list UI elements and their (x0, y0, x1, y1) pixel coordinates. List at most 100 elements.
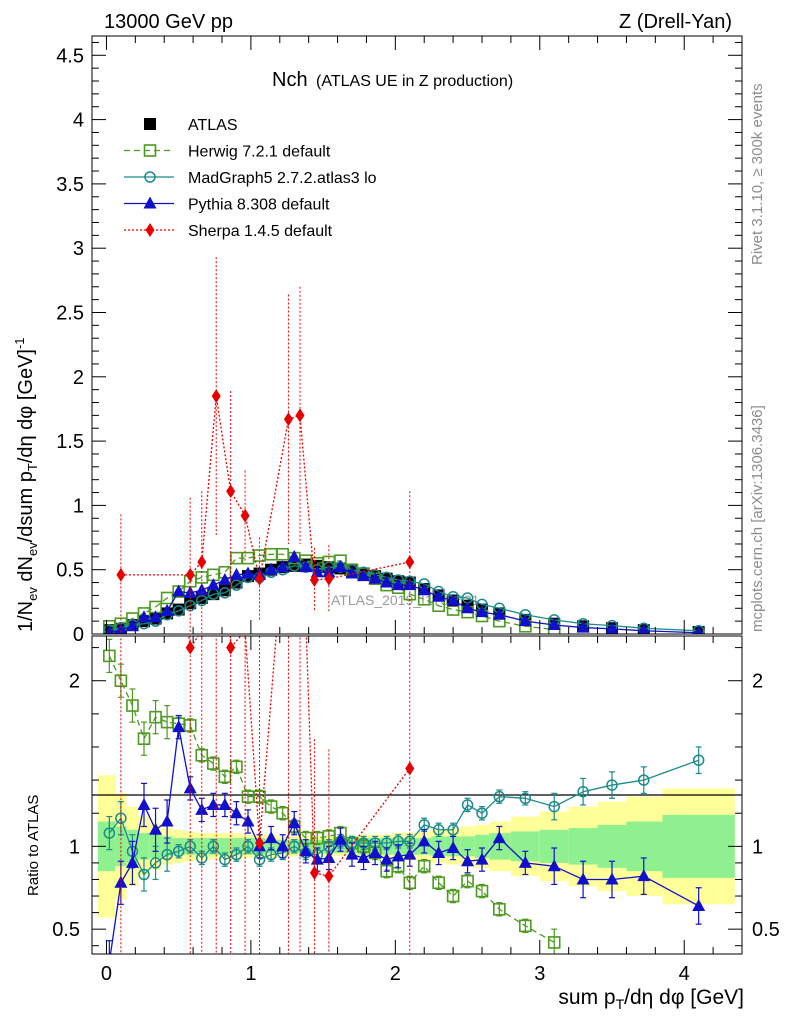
pythia-ratio-point (241, 814, 255, 827)
pythia-main-point (518, 614, 532, 627)
pythia-main-point (241, 566, 255, 579)
herwig-ratio-point (126, 699, 139, 712)
sherpa-legend-marker (145, 223, 155, 237)
pythia-main-point (206, 578, 220, 591)
main-frame (91, 35, 743, 635)
pythia-ratio-point (446, 841, 460, 853)
sherpa-ratio-point (255, 836, 265, 851)
x-tick-label: 3 (534, 963, 545, 985)
sherpa-ratio-point (200, 636, 204, 639)
madgraph-ratio-point (103, 827, 116, 839)
herwig-main-point (160, 591, 174, 605)
atlas-legend-marker (144, 118, 156, 130)
pythia-ratio-point (637, 869, 651, 882)
pythia-main-point (492, 607, 506, 620)
pythia-ratio-point (357, 850, 371, 863)
pythia-ratio-point (264, 831, 278, 844)
band-inner-bin (626, 821, 663, 872)
sherpa-main-point (405, 554, 415, 569)
pythia-ratio-point (218, 797, 232, 810)
herwig-ratio-point (493, 902, 506, 916)
band-inner-bin (311, 839, 324, 853)
ratio-band-layer (97, 775, 735, 918)
pythia-main-point (694, 625, 704, 634)
pythia-main-point (417, 583, 431, 596)
madgraph-ratio-point (577, 785, 589, 798)
y-tick-label: 4 (73, 110, 84, 132)
pythia-main-point (160, 603, 174, 616)
y-tick-label: 1 (73, 495, 84, 517)
pythia-main-point (547, 617, 561, 630)
herwig-ratio-point (264, 800, 278, 813)
pythia-main-point (322, 565, 336, 578)
pythia-main-point (299, 560, 313, 573)
pythia-ratio-point (345, 847, 359, 860)
ratio-y-tick-label: 2 (69, 671, 80, 693)
pythia-main-point (183, 585, 197, 598)
pythia-ratio-point (276, 839, 290, 852)
ratio-y-tick-label: 1 (69, 836, 80, 858)
pythia-main-point (475, 605, 489, 618)
madgraph-main-point (172, 605, 185, 617)
sherpa-main-point (116, 567, 126, 582)
atlas-legend-label: ATLAS (188, 117, 238, 134)
herwig-legend-label: Herwig 7.2.1 default (188, 144, 331, 161)
pythia-main-point (576, 620, 590, 633)
sherpa-main-point (197, 554, 207, 569)
madgraph-ratio-point (493, 790, 506, 803)
y-tick-label: 4.5 (56, 45, 84, 67)
band-inner-bin (474, 834, 490, 858)
pythia-main-point (149, 610, 163, 623)
pythia-ratio-point (137, 797, 151, 810)
y-tick-label: 3.5 (56, 174, 84, 196)
ratio-y-tick-label-right: 1 (752, 836, 763, 858)
pythia-main-point (461, 601, 475, 614)
ratio-axis-title: Ratio to ATLAS (25, 795, 42, 896)
pythia-main-point (638, 623, 650, 634)
y-tick-label: 2.5 (56, 302, 84, 324)
herwig-ratio-line (108, 655, 555, 943)
y-tick-label: 0 (73, 624, 84, 646)
madgraph-ratio-point (161, 848, 173, 861)
y-tick-label: 2 (73, 367, 84, 389)
pythia-ratio-point (299, 844, 313, 857)
pythia-ratio-point (206, 797, 220, 810)
herwig-ratio-point (103, 649, 116, 663)
chart-title-main: Nch (272, 69, 308, 91)
herwig-ratio-point (461, 874, 474, 888)
pythia-main-point (357, 569, 371, 582)
ratio-y-tick-label-right: 2 (752, 671, 763, 693)
madgraph-main-point (103, 624, 116, 634)
x-tick-label: 0 (101, 963, 112, 985)
sherpa-ratio-point (185, 640, 195, 655)
herwig-ratio-point (417, 859, 431, 873)
pythia-ratio-point (229, 806, 243, 819)
pythia-ratio-point (287, 816, 301, 829)
band-inner-bin (460, 836, 475, 857)
pythia-ratio-point (605, 872, 619, 885)
madgraph-ratio-point (692, 754, 705, 766)
herwig-legend-marker (143, 144, 157, 157)
x-tick-label: 1 (245, 963, 256, 985)
sherpa-main-point (226, 484, 236, 499)
y-tick-label: 0.5 (56, 560, 84, 582)
pythia-main-point (218, 572, 232, 585)
header-right: Z (Drell-Yan) (619, 11, 732, 33)
pythia-ratio-point (172, 720, 186, 733)
pythia-legend-marker (143, 196, 157, 209)
band-inner-bin (97, 821, 116, 872)
madgraph-ratio-point (242, 840, 254, 853)
pythia-ratio-point (114, 875, 128, 888)
madgraph-ratio-point (447, 824, 459, 836)
pythia-main-point (605, 621, 619, 634)
pythia-ratio-point (432, 845, 446, 858)
sherpa-main-point (185, 567, 195, 582)
sherpa-ratio-point (116, 94, 125, 108)
ratio-frame (91, 635, 743, 955)
band-inner-bin (662, 814, 735, 878)
madgraph-ratio-point (138, 868, 150, 881)
madgraph-ratio-point (606, 779, 618, 791)
sherpa-ratio-point (212, 44, 221, 58)
pythia-ratio-point (692, 898, 706, 911)
pythia-main-point (195, 583, 209, 596)
